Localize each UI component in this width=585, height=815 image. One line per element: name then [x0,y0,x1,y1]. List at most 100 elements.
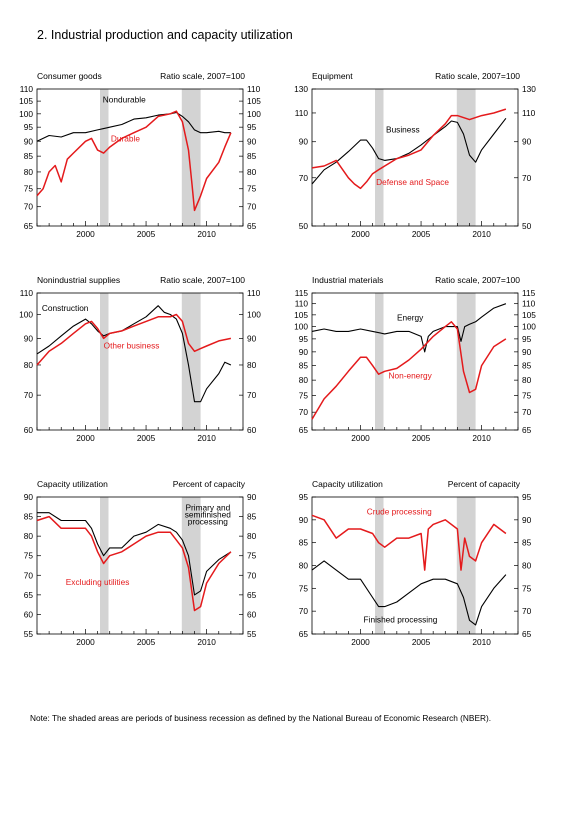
ytick-label-right: 70 [247,202,257,212]
ytick-label-right: 75 [247,551,257,561]
ytick-label-right: 90 [247,333,257,343]
series-line-durable [36,110,232,212]
scale-label: Ratio scale, 2007=100 [160,71,245,81]
ytick-label-left: 70 [24,202,34,212]
panel-title: Capacity utilization [312,479,383,489]
ytick-label-left: 75 [24,184,34,194]
ytick-label-right: 110 [247,84,261,94]
xtick-label: 2000 [351,433,370,443]
ytick-label-left: 110 [295,108,309,118]
ytick-label-right: 95 [522,334,532,344]
recession-band-0 [100,497,109,634]
ytick-label-left: 90 [299,515,309,525]
ytick-label-right: 90 [247,492,257,502]
ytick-label-left: 80 [24,167,34,177]
xtick-label: 2005 [412,637,431,647]
ytick-label-left: 115 [295,288,309,298]
ytick-label-right: 75 [522,391,532,401]
ytick-label-right: 85 [522,361,532,371]
ytick-label-left: 80 [299,375,309,385]
recession-band-0 [375,497,384,634]
xtick-label: 2010 [472,433,491,443]
scale-label: Percent of capacity [448,479,521,489]
recession-band-1 [456,89,476,226]
series-label-construction: Construction [42,303,89,313]
ytick-label-right: 55 [247,629,257,639]
plot-frame [36,88,244,227]
series-label-non-energy: Non-energy [388,371,432,381]
ytick-label-right: 110 [247,288,261,298]
ytick-label-left: 130 [294,84,308,94]
recession-band-1 [456,293,476,430]
xtick-label: 2000 [76,637,95,647]
ytick-label-left: 100 [19,109,33,119]
series-label-finished-processing: Finished processing [364,615,438,625]
series-label-business: Business [386,124,420,134]
ytick-label-left: 65 [299,425,309,435]
ytick-label-left: 80 [24,531,34,541]
ytick-label-left: 80 [24,360,34,370]
ytick-label-left: 60 [24,425,34,435]
ytick-label-left: 110 [295,299,309,309]
xtick-label: 2000 [76,229,95,239]
ytick-label-left: 75 [299,391,309,401]
series-label-energy: Energy [397,313,424,323]
ytick-label-left: 100 [19,310,33,320]
panel-title: Industrial materials [312,275,383,285]
ytick-label-right: 100 [522,322,536,332]
ytick-label-left: 70 [24,390,34,400]
series-label-defense-and-space: Defense and Space [376,177,449,187]
ytick-label-left: 90 [24,136,34,146]
ytick-label-right: 100 [247,109,261,119]
xtick-label: 2010 [197,433,216,443]
ytick-label-left: 90 [24,492,34,502]
ytick-label-right: 85 [522,538,532,548]
series-line-other-business [36,313,232,366]
ytick-label-right: 70 [522,407,532,417]
ytick-label-right: 110 [522,299,536,309]
ytick-label-right: 105 [522,310,536,320]
xtick-label: 2000 [351,637,370,647]
ytick-label-right: 90 [522,137,532,147]
series-label-other-business: Other business [104,341,160,351]
ytick-label-right: 80 [247,531,257,541]
xtick-label: 2005 [137,229,156,239]
xtick-label: 2005 [412,229,431,239]
ytick-label-left: 90 [299,137,309,147]
ytick-label-right: 65 [522,425,532,435]
series-label-processing: processing [188,516,229,526]
ytick-label-left: 75 [24,551,34,561]
recession-band-1 [456,497,476,634]
recession-band-0 [375,89,384,226]
ytick-label-left: 100 [294,322,308,332]
ytick-label-right: 130 [522,84,536,94]
recession-band-0 [100,89,109,226]
ytick-label-left: 90 [299,347,309,357]
ytick-label-right: 60 [247,425,257,435]
ytick-label-right: 70 [522,606,532,616]
series-label-durable: Durable [111,133,140,143]
xtick-label: 2010 [197,229,216,239]
series-label-primary-and: Primary and [185,502,230,512]
ytick-label-left: 80 [299,561,309,571]
figure-title: 2. Industrial production and capacity ut… [37,28,293,42]
series-line-non-energy [311,321,507,420]
scale-label: Ratio scale, 2007=100 [160,275,245,285]
series-line-nondurable [36,111,231,142]
ytick-label-right: 85 [247,512,257,522]
ytick-label-right: 95 [522,492,532,502]
series-label-nondurable: Nondurable [103,94,146,104]
ytick-label-left: 65 [24,221,34,231]
series-label-excluding-utilities: Excluding utilities [66,577,130,587]
xtick-label: 2000 [351,229,370,239]
ytick-label-right: 70 [522,173,532,183]
ytick-label-left: 60 [24,609,34,619]
panel-title: Capacity utilization [37,479,108,489]
ytick-label-right: 75 [522,583,532,593]
scale-label: Ratio scale, 2007=100 [435,71,520,81]
ytick-label-right: 90 [247,136,257,146]
